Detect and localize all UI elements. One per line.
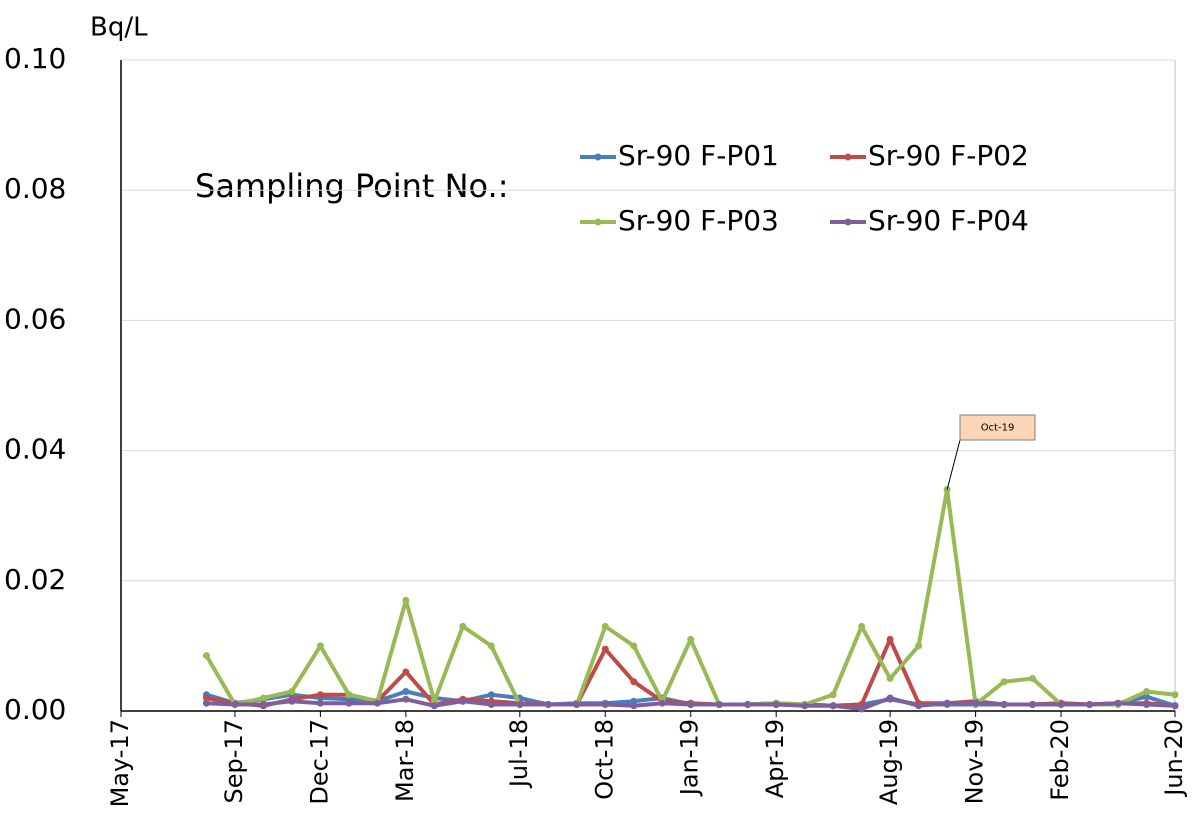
legend-label: Sr-90 F-P02	[868, 139, 1029, 172]
legend-marker	[844, 153, 852, 161]
data-point	[886, 674, 894, 682]
data-point	[1171, 691, 1179, 699]
y-tick-label: 0.02	[4, 563, 66, 596]
data-point	[744, 700, 752, 708]
x-tick-label: Apr-19	[761, 719, 789, 798]
data-point	[601, 700, 609, 708]
data-point	[459, 622, 467, 630]
annotation-leader	[946, 439, 961, 490]
annotation-label: Oct-19	[981, 423, 1015, 434]
data-point	[516, 700, 524, 708]
data-point	[1143, 687, 1151, 695]
legend-label: Sr-90 F-P03	[618, 204, 779, 237]
data-point	[345, 699, 353, 707]
legend-label: Sr-90 F-P04	[868, 204, 1029, 237]
y-tick-label: 0.00	[4, 693, 66, 726]
data-point	[943, 699, 951, 707]
data-point	[829, 702, 837, 710]
data-point	[487, 691, 495, 699]
data-point	[402, 596, 410, 604]
x-tick-label: Dec-17	[305, 719, 333, 805]
data-point	[345, 691, 353, 699]
data-point	[544, 700, 552, 708]
data-point	[430, 702, 438, 710]
data-point	[630, 678, 638, 686]
legend-marker	[844, 218, 852, 226]
data-point	[402, 695, 410, 703]
data-point	[288, 687, 296, 695]
data-point	[231, 700, 239, 708]
data-point	[1114, 699, 1122, 707]
data-point	[772, 700, 780, 708]
data-point	[1143, 693, 1151, 701]
x-tick-label: May-17	[106, 719, 134, 807]
data-point	[316, 699, 324, 707]
x-tick-label: Mar-18	[391, 719, 419, 802]
data-point	[316, 691, 324, 699]
data-point	[1057, 700, 1065, 708]
y-tick-label: 0.08	[4, 172, 66, 205]
data-point	[630, 702, 638, 710]
data-point	[886, 635, 894, 643]
data-point	[459, 697, 467, 705]
y-tick-label: 0.06	[4, 302, 66, 335]
data-point	[658, 699, 666, 707]
data-point	[601, 622, 609, 630]
annotation-box	[959, 414, 1036, 441]
data-point	[630, 642, 638, 650]
legend-marker	[594, 218, 602, 226]
legend-title: Sampling Point No.:	[195, 167, 508, 205]
x-tick-label: Jul-18	[505, 719, 533, 789]
data-point	[858, 705, 866, 713]
x-tick-label: Sep-17	[220, 719, 248, 803]
data-point	[687, 700, 695, 708]
data-point	[202, 699, 210, 707]
data-point	[1029, 700, 1037, 708]
data-point	[288, 697, 296, 705]
data-point	[972, 699, 980, 707]
data-point	[858, 622, 866, 630]
legend-marker	[594, 153, 602, 161]
data-point	[1171, 702, 1179, 710]
data-point	[1143, 700, 1151, 708]
data-point	[573, 700, 581, 708]
x-tick-label: Nov-19	[961, 719, 989, 804]
data-point	[687, 635, 695, 643]
data-point	[715, 700, 723, 708]
data-point	[801, 702, 809, 710]
data-point	[601, 645, 609, 653]
x-tick-label: Jan-19	[676, 719, 704, 797]
data-point	[829, 691, 837, 699]
data-point	[886, 694, 894, 702]
data-point	[259, 700, 267, 708]
data-point	[316, 642, 324, 650]
data-point	[487, 642, 495, 650]
data-point	[402, 687, 410, 695]
data-point	[487, 700, 495, 708]
data-point	[259, 694, 267, 702]
x-tick-label: Oct-18	[590, 719, 618, 800]
data-point	[1000, 700, 1008, 708]
series-line	[204, 487, 1176, 707]
data-point	[402, 668, 410, 676]
data-point	[1029, 674, 1037, 682]
x-tick-label: Aug-19	[875, 719, 903, 805]
y-tick-label: 0.04	[4, 433, 66, 466]
x-tick-label: Feb-20	[1046, 719, 1074, 801]
data-point	[915, 642, 923, 650]
data-point	[202, 652, 210, 660]
data-point	[1086, 700, 1094, 708]
y-axis-unit: Bq/L	[90, 13, 148, 43]
data-point	[202, 694, 210, 702]
data-point	[915, 702, 923, 710]
data-point	[373, 699, 381, 707]
legend-label: Sr-90 F-P01	[618, 139, 779, 172]
x-tick-label: Jun-20	[1160, 719, 1188, 798]
y-tick-label: 0.10	[4, 42, 66, 75]
data-point	[1000, 678, 1008, 686]
